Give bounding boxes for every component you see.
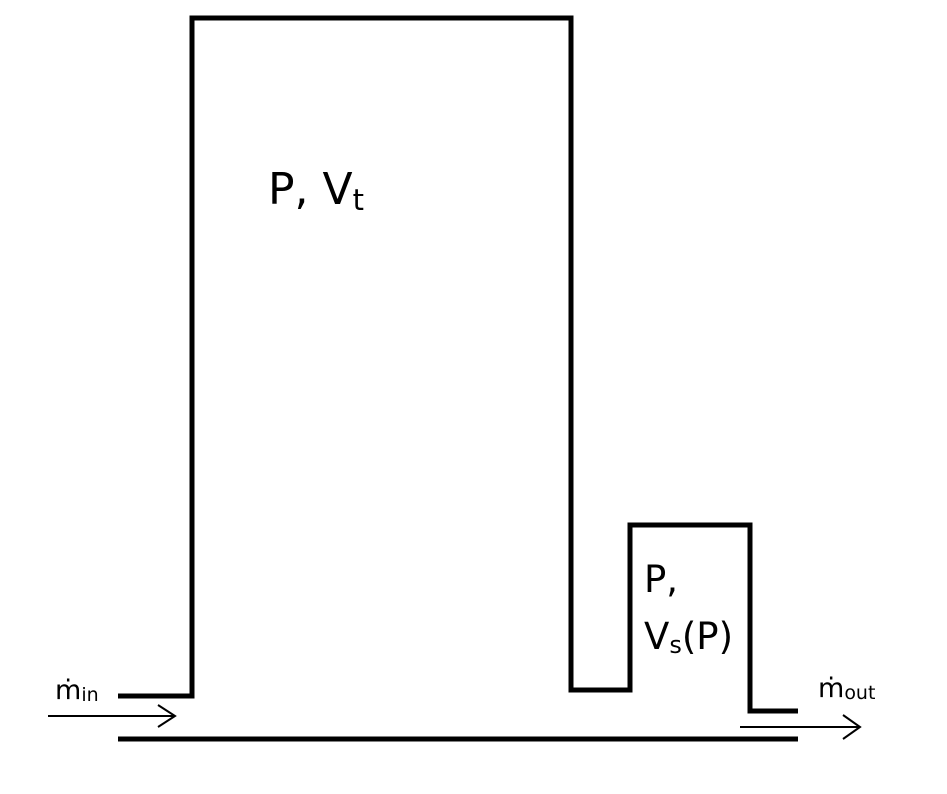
outlet-flow-label: ṁout bbox=[818, 673, 875, 704]
inlet-arrow bbox=[48, 704, 177, 728]
outlet-flow-subscript: out bbox=[844, 682, 875, 704]
tank-label-subscript: t bbox=[353, 183, 364, 217]
small-vessel-label-line2: Vs(P) bbox=[644, 615, 733, 659]
tank-label: P, Vt bbox=[268, 164, 364, 217]
tank-label-main: P, V bbox=[268, 164, 353, 215]
inlet-flow-subscript: in bbox=[81, 684, 98, 706]
small-vessel-label-main: V bbox=[644, 615, 669, 658]
inlet-flow-symbol: ṁ bbox=[55, 675, 81, 706]
tank-and-vessel-outline bbox=[118, 15, 798, 714]
inlet-flow-label: ṁin bbox=[55, 675, 99, 706]
small-vessel-label-line1: P, bbox=[644, 558, 678, 601]
small-vessel-label-rest: (P) bbox=[682, 615, 733, 658]
outlet-flow-symbol: ṁ bbox=[818, 673, 844, 704]
small-vessel-label-subscript: s bbox=[669, 631, 682, 659]
outlet-arrow bbox=[740, 714, 862, 740]
